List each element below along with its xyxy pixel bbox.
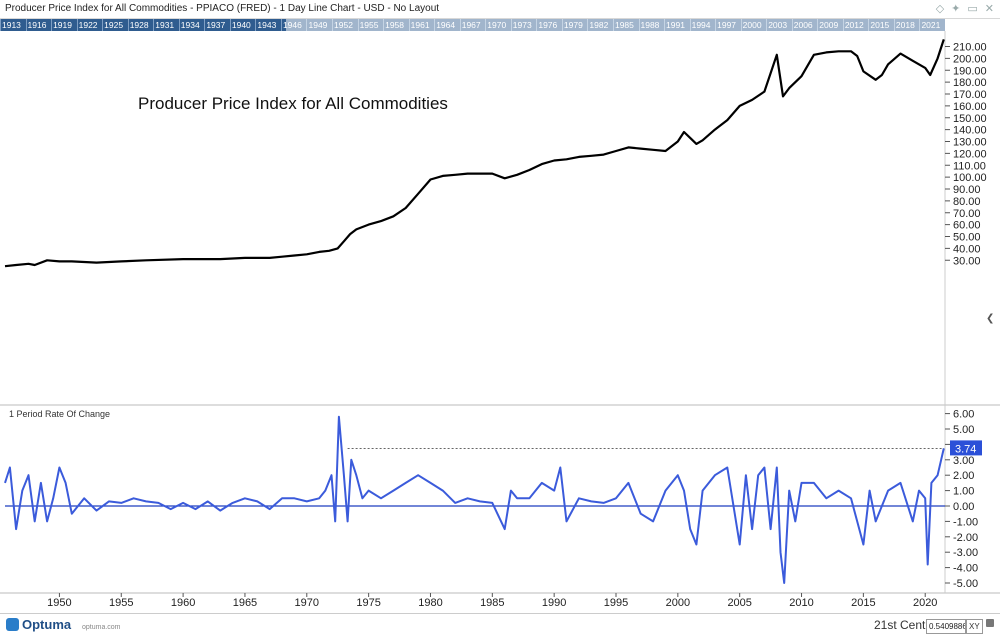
y-tick-label: 100.00 bbox=[953, 172, 987, 184]
y-tick-label: 50.00 bbox=[953, 232, 981, 244]
y-tick-label: 200.00 bbox=[953, 53, 987, 65]
y-tick-label: 3.00 bbox=[953, 455, 974, 467]
y-tick-label: 40.00 bbox=[953, 243, 981, 255]
y-tick-label: 130.00 bbox=[953, 137, 987, 149]
x-tick-label: 1950 bbox=[47, 597, 71, 609]
x-tick-label: 2005 bbox=[727, 597, 751, 609]
year-strip-tick[interactable]: 1922 bbox=[76, 19, 105, 31]
y-tick-label: 2.00 bbox=[953, 470, 974, 482]
y-tick-label: 110.00 bbox=[953, 160, 986, 172]
pin-icon[interactable]: ✦ bbox=[951, 3, 961, 15]
y-tick-label: 70.00 bbox=[953, 208, 981, 220]
window-controls: ◇ ✦ ▭ ✕ bbox=[929, 2, 994, 15]
century-label: 21st Century bbox=[874, 618, 926, 632]
y-tick-label: -2.00 bbox=[953, 532, 978, 544]
x-tick-label: 1995 bbox=[604, 597, 628, 609]
year-strip-tick[interactable]: 1916 bbox=[25, 19, 54, 31]
y-tick-label: -1.00 bbox=[953, 516, 978, 528]
y-tick-label: 140.00 bbox=[953, 125, 987, 137]
y-tick-label: 1.00 bbox=[953, 486, 974, 498]
diamond-icon[interactable]: ◇ bbox=[935, 3, 945, 15]
x-tick-label: 1970 bbox=[295, 597, 319, 609]
year-strip-tick[interactable]: 1925 bbox=[102, 19, 130, 31]
x-tick-label: 2015 bbox=[851, 597, 875, 609]
window-title: Producer Price Index for All Commodities… bbox=[5, 3, 440, 14]
last-value-badge-text: 3.74 bbox=[955, 443, 976, 455]
logo-url: optuma.com bbox=[82, 624, 121, 631]
x-tick-label: 1980 bbox=[418, 597, 442, 609]
year-strip-tick[interactable]: 1937 bbox=[204, 19, 232, 31]
x-tick-label: 1985 bbox=[480, 597, 504, 609]
window-titlebar: Producer Price Index for All Commodities… bbox=[0, 0, 1000, 19]
y-tick-label: 170.00 bbox=[953, 89, 987, 101]
year-strip-tick[interactable]: 1940 bbox=[229, 19, 258, 31]
y-tick-label: 150.00 bbox=[953, 113, 987, 125]
y-tick-label: 5.00 bbox=[953, 424, 974, 436]
x-tick-label: 1965 bbox=[233, 597, 257, 609]
maximize-icon[interactable]: ▭ bbox=[967, 3, 978, 15]
year-strip-tick[interactable]: 1931 bbox=[153, 19, 181, 31]
year-strip-tick[interactable]: 1928 bbox=[127, 19, 156, 31]
y-tick-label: 80.00 bbox=[953, 196, 981, 208]
x-tick-label: 2010 bbox=[789, 597, 813, 609]
last-value-badge bbox=[950, 440, 982, 456]
indicator-title: 1 Period Rate Of Change bbox=[9, 409, 111, 419]
y-tick-label: 0.00 bbox=[953, 501, 974, 513]
year-strip-tick[interactable]: 1919 bbox=[51, 19, 79, 31]
lock-icon[interactable] bbox=[986, 619, 994, 627]
status-bar: Optuma optuma.com 21st Century 0.5409886… bbox=[0, 613, 1000, 638]
x-tick-label: 1990 bbox=[542, 597, 566, 609]
year-strip-visible-range[interactable] bbox=[285, 19, 945, 31]
xy-value-field[interactable]: 0.5409886 bbox=[926, 619, 966, 634]
y-tick-label: 210.00 bbox=[953, 42, 987, 54]
year-strip-tick[interactable]: 1943 bbox=[255, 19, 283, 31]
collapse-panel-icon[interactable]: ❮ bbox=[986, 313, 995, 324]
year-strip-tick[interactable]: 1913 bbox=[0, 19, 28, 31]
y-tick-label: 160.00 bbox=[953, 101, 987, 113]
timeline-year-strip[interactable]: 1913 1916 1919 1922 1925 1928 1931 1934 1937 1940… bbox=[0, 19, 945, 31]
chart-area[interactable]: 30.0040.0050.0060.0070.0080.0090.00100.0… bbox=[0, 31, 1000, 613]
x-tick-label: 1975 bbox=[356, 597, 380, 609]
y-tick-label: -3.00 bbox=[953, 547, 978, 559]
x-tick-label: 1960 bbox=[171, 597, 195, 609]
chart-title: Producer Price Index for All Commodities bbox=[138, 94, 448, 113]
xy-button[interactable]: XY bbox=[966, 619, 983, 634]
y-tick-label: 180.00 bbox=[953, 77, 987, 89]
optuma-logo: Optuma bbox=[6, 617, 71, 632]
x-tick-label: 2000 bbox=[666, 597, 690, 609]
y-tick-label: 60.00 bbox=[953, 220, 981, 232]
y-tick-label: -5.00 bbox=[953, 578, 978, 590]
roc-series-line[interactable] bbox=[4, 415, 945, 584]
y-tick-label: 120.00 bbox=[953, 148, 987, 160]
y-tick-label: 30.00 bbox=[953, 255, 981, 267]
y-tick-label: 190.00 bbox=[953, 65, 987, 77]
close-icon[interactable]: ✕ bbox=[984, 3, 994, 15]
x-tick-label: 1955 bbox=[109, 597, 133, 609]
year-strip-tick[interactable]: 1934 bbox=[178, 19, 207, 31]
y-tick-label: 6.00 bbox=[953, 409, 974, 421]
x-tick-label: 2020 bbox=[913, 597, 937, 609]
price-series-line[interactable] bbox=[4, 39, 945, 268]
y-tick-label: -4.00 bbox=[953, 563, 978, 575]
y-tick-label: 90.00 bbox=[953, 184, 981, 196]
